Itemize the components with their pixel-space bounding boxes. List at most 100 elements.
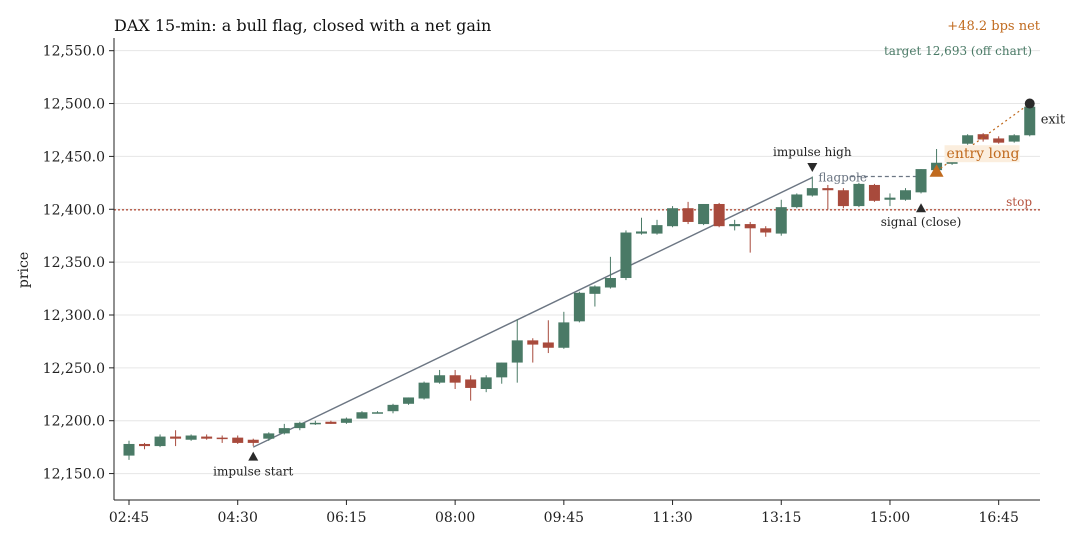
candle-body [573, 292, 585, 322]
candle-body [511, 340, 523, 363]
candle-body [403, 397, 415, 404]
candle-body [760, 228, 772, 233]
candle-body [123, 443, 135, 456]
y-axis-label: price [16, 252, 32, 288]
candle-body [1024, 106, 1036, 136]
flagpole-layer: flagpole [252, 171, 922, 448]
y-axis-ticks: 12,150.0 12,200.0 12,250.0 12,300.0 12,350.0… [43, 44, 114, 483]
candle-body [853, 183, 865, 207]
candle-body [418, 382, 430, 399]
marker-triangle-up [248, 451, 259, 461]
candle-body [713, 203, 725, 227]
x-tick-label: 13:15 [761, 510, 801, 526]
candle-body [465, 379, 477, 388]
candle-body [744, 224, 756, 229]
candle-body [915, 169, 927, 193]
candle-body [201, 436, 213, 439]
stop-layer: stop [114, 195, 1040, 211]
candle-body [185, 435, 197, 440]
y-tick-label: 12,200.0 [43, 414, 105, 430]
marker-circle [1024, 98, 1035, 109]
x-tick-label: 09:45 [544, 510, 584, 526]
candle-body [900, 190, 911, 200]
marker-label: impulse start [213, 465, 293, 479]
candle-body [356, 412, 368, 419]
candle-body [216, 437, 228, 440]
marker-label: impulse high [773, 145, 852, 159]
candle-body [387, 404, 399, 412]
y-tick-label: 12,300.0 [43, 308, 105, 324]
candle-body [635, 231, 647, 234]
y-tick-label: 12,350.0 [43, 255, 105, 271]
x-axis-ticks: 02:45 04:30 06:15 08:00 09:45 11:30 13:15 15:00… [109, 500, 1019, 526]
candle-body [1008, 135, 1020, 142]
candle-body [247, 439, 259, 443]
candle-body [139, 443, 151, 447]
candle-body [294, 422, 306, 429]
flagpole-label: flagpole [818, 171, 867, 185]
candle-body [170, 436, 182, 439]
candle-body [837, 190, 849, 207]
candle-body [542, 342, 554, 348]
candle-body [667, 208, 679, 227]
candle-body [154, 436, 166, 447]
x-tick-label: 02:45 [109, 510, 149, 526]
marker-label: signal (close) [881, 215, 962, 229]
candle-body [232, 437, 244, 443]
candle-body [993, 138, 1005, 143]
flagpole-line [252, 176, 813, 448]
marker-label: exit [1041, 113, 1066, 128]
marker-triangle-up [916, 203, 927, 213]
candle-body [868, 184, 880, 201]
target-annotation: target 12,693 (off chart) [884, 44, 1032, 58]
candle-body [340, 418, 352, 423]
x-tick-label: 04:30 [218, 510, 258, 526]
trade-connector [936, 103, 1031, 172]
candle-body [822, 188, 834, 191]
candle-body [604, 277, 616, 288]
candle-body [278, 428, 290, 434]
chart-title: DAX 15-min: a bull flag, closed with a n… [114, 16, 491, 35]
marker-triangle-down [807, 162, 818, 172]
x-tick-label: 08:00 [435, 510, 475, 526]
net-annotation: +48.2 bps net [947, 19, 1040, 34]
candle-body [309, 422, 321, 425]
candle-body [558, 322, 570, 348]
x-tick-label: 15:00 [870, 510, 910, 526]
x-tick-label: 16:45 [979, 510, 1019, 526]
candle-body [729, 224, 741, 227]
candle-body [371, 412, 383, 414]
candle-body [651, 225, 663, 234]
candle-body [263, 433, 275, 439]
y-tick-label: 12,150.0 [43, 467, 105, 483]
entry-label-bg [944, 145, 1020, 163]
candle-body [589, 286, 601, 294]
candle-body [325, 421, 337, 424]
y-tick-label: 12,500.0 [43, 97, 105, 113]
candle-body [791, 194, 803, 208]
marker-label: entry long [947, 146, 1020, 162]
candles [123, 103, 1036, 460]
candle-body [620, 232, 632, 278]
y-tick-label: 12,400.0 [43, 202, 105, 218]
candle-body [806, 188, 818, 196]
candle-body [434, 375, 446, 383]
candle-body [977, 134, 989, 140]
candle-body [480, 377, 492, 389]
x-tick-label: 06:15 [326, 510, 366, 526]
candle-body [496, 362, 508, 378]
y-tick-label: 12,250.0 [43, 361, 105, 377]
x-tick-label: 11:30 [652, 510, 692, 526]
candle-body [962, 135, 974, 144]
y-tick-label: 12,550.0 [43, 44, 105, 60]
candle-body [527, 340, 539, 345]
candle-body [449, 375, 461, 383]
marker-layer: impulse start impulse high signal (close) e… [213, 98, 1066, 479]
candle-body [775, 207, 787, 234]
stop-label: stop [1006, 195, 1032, 209]
candle-body [884, 197, 896, 200]
candle-body [698, 203, 710, 225]
candle-body [682, 208, 694, 222]
marker-triangle-up [929, 164, 944, 177]
